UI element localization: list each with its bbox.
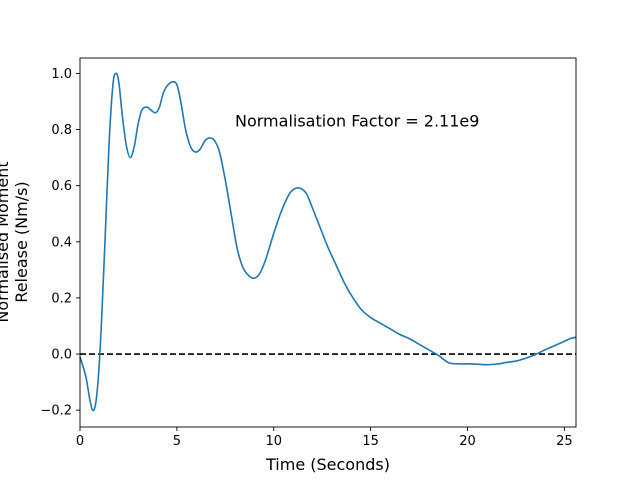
x-tick-label: 15	[362, 434, 379, 449]
x-tick-label: 25	[556, 434, 573, 449]
y-axis-ticks: −0.2 0.0 0.2 0.4 0.6 0.8 1.0	[40, 67, 80, 419]
x-tick-label: 10	[265, 434, 282, 449]
y-tick-label: 0.0	[51, 348, 72, 363]
normalisation-annotation: Normalisation Factor = 2.11e9	[235, 112, 479, 131]
x-axis-ticks: 0 5 10 15 20 25	[76, 427, 573, 449]
x-tick-label: 0	[76, 434, 84, 449]
x-tick-label: 20	[459, 434, 476, 449]
y-tick-label: 0.6	[51, 179, 72, 194]
y-tick-label: 0.8	[51, 123, 72, 138]
y-tick-label: 0.2	[51, 291, 72, 306]
series-line	[79, 72, 577, 412]
plot-frame	[79, 57, 577, 428]
y-axis-title-line-2: Release (Nm/s)	[12, 181, 31, 302]
x-tick-label: 5	[173, 434, 181, 449]
y-tick-label: 1.0	[51, 67, 72, 82]
y-tick-label: −0.2	[40, 404, 72, 419]
y-tick-label: 0.4	[51, 235, 72, 250]
x-axis-title: Time (Seconds)	[265, 455, 390, 474]
y-axis-title-line-1: Normalised Moment	[0, 161, 12, 322]
